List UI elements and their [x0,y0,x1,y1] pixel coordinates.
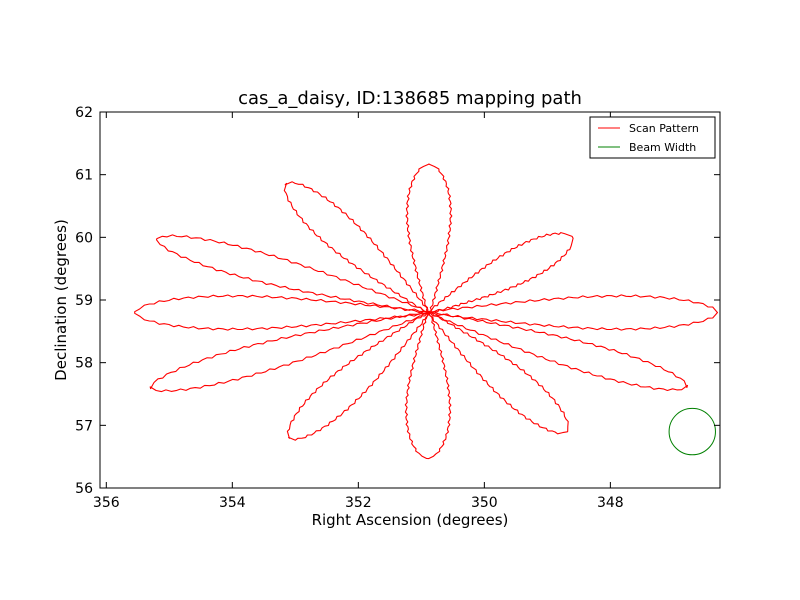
scan-pattern-petal [134,294,430,331]
scan-pattern-petal [283,181,431,314]
scan-pattern-petal [427,232,574,315]
x-tick-label: 348 [597,495,624,511]
legend: Scan Pattern Beam Width [589,116,716,159]
y-axis-label: Declination (degrees) [52,219,70,381]
chart-title: cas_a_daisy, ID:138685 mapping path [238,88,582,109]
y-tick-label: 62 [75,105,93,121]
x-tick-label: 356 [93,495,120,511]
plot-frame [99,111,721,489]
series-layer [134,163,719,460]
legend-box [589,116,716,159]
scan-pattern-petal [428,311,689,392]
y-tick-label: 56 [75,481,93,497]
scan-pattern-petal [155,234,430,314]
x-tick-label: 350 [471,495,498,511]
x-tick-label: 352 [345,495,372,511]
scan-pattern-petal [428,294,719,331]
y-tick-label: 57 [75,418,93,434]
x-axis-label: Right Ascension (degrees) [312,511,509,529]
legend-label-beam-width: Beam Width [629,141,696,154]
beam-width-circle [668,407,716,456]
y-tick-label: 58 [75,356,93,372]
scan-pattern-petal [286,311,430,441]
x-axis: 356 354 352 350 348 [93,112,624,511]
scan-pattern-petal [427,311,569,435]
scan-pattern-petal [404,311,452,460]
scan-pattern-petal [405,163,453,314]
scan-pattern-petal [149,311,430,393]
x-tick-label: 354 [219,495,246,511]
y-tick-label: 60 [75,230,93,246]
y-tick-label: 61 [75,168,93,184]
y-axis: 56 57 58 59 60 61 62 [75,105,720,497]
legend-label-scan-pattern: Scan Pattern [629,122,699,135]
y-tick-label: 59 [75,293,93,309]
